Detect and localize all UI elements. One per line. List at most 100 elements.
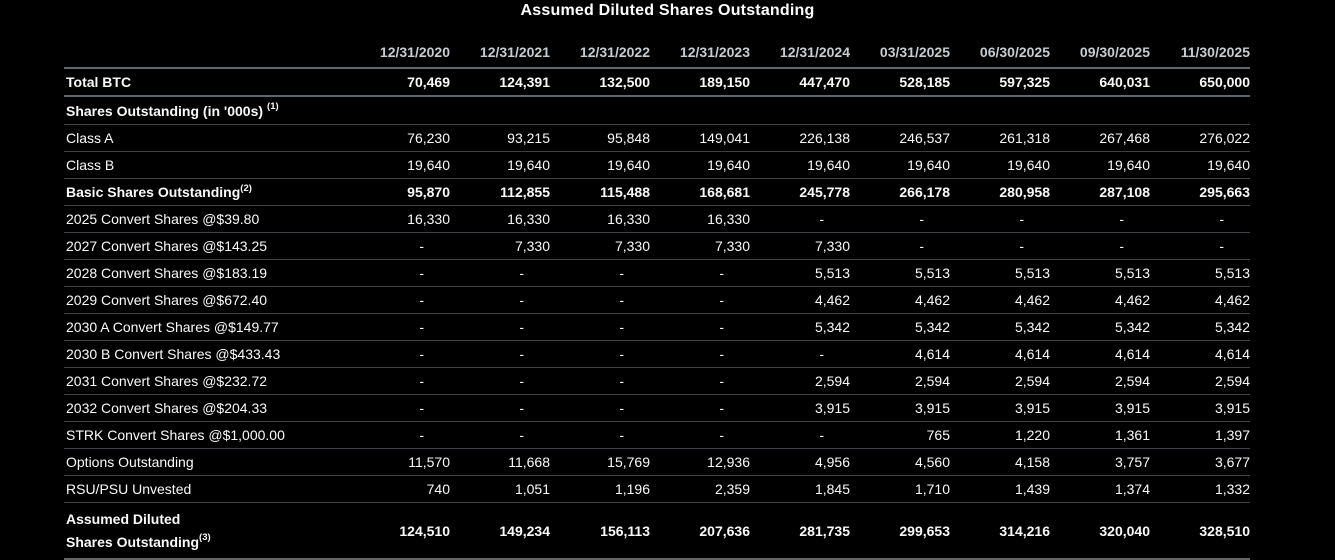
cell-value: 4,956 (814, 454, 850, 471)
cell-value: 5,513 (1114, 265, 1150, 282)
cell-value: 112,855 (500, 183, 550, 200)
column-header: 12/31/2023 (679, 44, 750, 60)
cell-value: 93,215 (507, 129, 550, 146)
cell-value: - (719, 346, 724, 363)
table-row: Basic Shares Outstanding(2) 95,870 112,855… (64, 178, 1250, 206)
cell-value: 4,462 (1014, 292, 1050, 309)
cell-value: 1,361 (1114, 427, 1150, 444)
cell-value: - (1119, 238, 1124, 255)
cell-value: 7,330 (614, 238, 650, 255)
cell-value: 295,663 (1199, 183, 1250, 200)
cell-value: 280,958 (999, 183, 1050, 200)
cell-value: 19,640 (407, 156, 450, 173)
table-row: STRK Convert Shares @$1,000.00 - - - - - 765 1,… (64, 422, 1250, 449)
cell-value: 1,196 (614, 481, 650, 498)
empty-cell (950, 96, 1050, 124)
cell-value: 70,469 (407, 74, 450, 90)
cell-value: - (519, 319, 524, 336)
cell-value: 19,640 (807, 156, 850, 173)
cell-value: 5,513 (1214, 265, 1250, 282)
cell-value: - (619, 427, 624, 444)
row-label: RSU/PSU Unvested (66, 481, 192, 498)
page-root: Assumed Diluted Shares Outstanding 12/31… (64, 2, 1250, 560)
cell-value: 3,915 (1214, 400, 1250, 417)
cell-value: 447,470 (799, 74, 850, 90)
row-label: 2027 Convert Shares @$143.25 (66, 238, 268, 255)
cell-value: 2,594 (1014, 373, 1050, 390)
cell-value: 168,681 (699, 183, 750, 200)
cell-value: 1,845 (814, 481, 850, 498)
cell-value: 19,640 (707, 156, 750, 173)
cell-value: 2,594 (1214, 373, 1250, 390)
cell-value: 1,332 (1214, 481, 1250, 498)
table-row: Assumed Diluted Shares Outstanding(3) 124,… (64, 503, 1250, 560)
row-label: 2025 Convert Shares @$39.80 (66, 211, 260, 228)
cell-value: 19,640 (1007, 156, 1050, 173)
table-row: 2031 Convert Shares @$232.72 - - - - 2,594 2,5… (64, 368, 1250, 395)
cell-value: 276,022 (1199, 129, 1250, 146)
empty-cell (550, 96, 650, 124)
cell-value: 1,439 (1014, 481, 1050, 498)
cell-value: 4,462 (1114, 292, 1150, 309)
cell-value: 4,462 (914, 292, 950, 309)
cell-value: 5,513 (1014, 265, 1050, 282)
cell-value: 124,391 (499, 74, 550, 90)
cell-value: - (419, 400, 424, 417)
row-label: Class B (66, 156, 115, 173)
row-label: Options Outstanding (66, 454, 194, 471)
cell-value: - (619, 373, 624, 390)
cell-value: 76,230 (407, 129, 450, 146)
cell-value: 149,041 (699, 129, 750, 146)
column-header: 12/31/2024 (779, 44, 850, 60)
cell-value: 15,769 (607, 454, 650, 471)
table-row: 2030 A Convert Shares @$149.77 - - - - 5,342 5… (64, 314, 1250, 341)
cell-value: 4,614 (1114, 346, 1150, 363)
row-label: STRK Convert Shares @$1,000.00 (66, 427, 285, 444)
cell-value: 189,150 (699, 74, 750, 90)
cell-value: 1,374 (1114, 481, 1150, 498)
table-row: 2032 Convert Shares @$204.33 - - - - 3,915 3,9… (64, 395, 1250, 422)
cell-value: 207,636 (699, 522, 750, 539)
cell-value: 4,462 (814, 292, 850, 309)
empty-cell (850, 96, 950, 124)
cell-value: 19,640 (907, 156, 950, 173)
cell-value: 7,330 (714, 238, 750, 255)
column-header: 12/31/2022 (579, 44, 650, 60)
cell-value: - (419, 292, 424, 309)
cell-value: 1,220 (1014, 427, 1050, 444)
cell-value: - (519, 265, 524, 282)
cell-value: - (619, 346, 624, 363)
empty-cell (450, 96, 550, 124)
cell-value: 4,462 (1214, 292, 1250, 309)
cell-value: - (519, 373, 524, 390)
cell-value: 597,325 (999, 74, 1050, 90)
cell-value: 2,594 (1114, 373, 1150, 390)
cell-value: 12,936 (707, 454, 750, 471)
cell-value: - (419, 373, 424, 390)
empty-cell (650, 96, 750, 124)
row-label: 2031 Convert Shares @$232.72 (66, 373, 268, 390)
cell-value: - (519, 400, 524, 417)
cell-value: - (519, 427, 524, 444)
empty-cell (750, 96, 850, 124)
cell-value: 4,614 (914, 346, 950, 363)
cell-value: 2,359 (714, 481, 750, 498)
cell-value: 5,513 (814, 265, 850, 282)
cell-value: 640,031 (1099, 74, 1150, 90)
cell-value: 124,510 (399, 522, 450, 539)
cell-value: 299,653 (899, 522, 950, 539)
cell-value: 16,330 (707, 211, 750, 228)
cell-value: - (419, 265, 424, 282)
cell-value: 16,330 (507, 211, 550, 228)
cell-value: - (919, 238, 924, 255)
cell-value: 3,915 (1114, 400, 1150, 417)
cell-value: 2,594 (814, 373, 850, 390)
footnote-superscript: (2) (240, 182, 252, 194)
cell-value: 4,560 (914, 454, 950, 471)
cell-value: 19,640 (607, 156, 650, 173)
table-row: Class A 76,230 93,215 95,848 149,041 226,138 2… (64, 124, 1250, 152)
cell-value: 19,640 (1107, 156, 1150, 173)
table-row: 2025 Convert Shares @$39.80 16,330 16,330 1… (64, 206, 1250, 233)
cell-value: 528,185 (899, 74, 950, 90)
row-label: 2029 Convert Shares @$672.40 (66, 292, 268, 309)
